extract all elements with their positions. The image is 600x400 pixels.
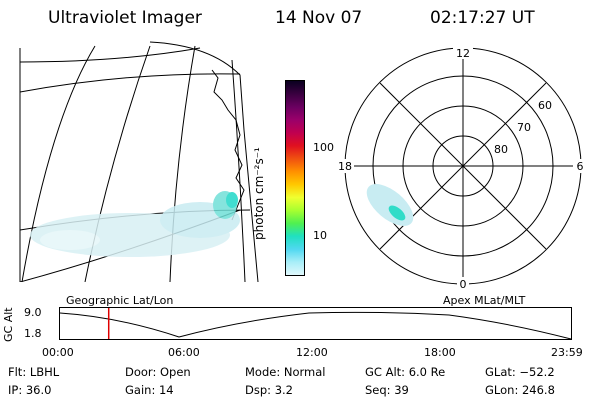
colorbar-tick-100: 100 (313, 141, 334, 154)
polar-plot: 12 18 6 0 60 70 80 (336, 45, 587, 291)
info-door: Door: Open (125, 365, 191, 379)
app-title: Ultraviolet Imager (48, 8, 202, 28)
info-gain: Gain: 14 (125, 383, 174, 397)
mlt-label-18: 18 (338, 160, 352, 173)
mlt-label-0: 0 (460, 278, 467, 291)
timeline-plot (59, 307, 572, 340)
info-dsp: Dsp: 3.2 (245, 383, 293, 397)
colorbar-unit-label: photon cm⁻²s⁻¹ (252, 147, 266, 240)
lon-line (21, 45, 96, 282)
mlat-label-80: 80 (494, 143, 508, 156)
geo-panel-label: Geographic Lat/Lon (66, 294, 174, 307)
info-gc-alt: GC Alt: 6.0 Re (365, 365, 446, 379)
mlat-label-70: 70 (517, 121, 531, 134)
lat-line (20, 73, 241, 93)
info-glon: GLon: 246.8 (485, 383, 555, 397)
mlat-label-60: 60 (538, 99, 552, 112)
lon-line (231, 59, 246, 282)
timeline-xtick-0000: 00:00 (42, 346, 74, 359)
colorbar-tick-10: 10 (313, 229, 327, 242)
timeline-axis-label: GC Alt (2, 307, 15, 342)
aurora-emission (30, 191, 240, 257)
header-time: 02:17:27 UT (430, 8, 535, 28)
lat-line (20, 47, 201, 63)
polar-panel-label: Apex MLat/MLT (443, 294, 526, 307)
timeline-frame (59, 307, 572, 340)
info-mode: Mode: Normal (245, 365, 326, 379)
timeline-xtick-2359: 23:59 (551, 346, 583, 359)
coastline (211, 69, 245, 221)
timeline-xtick-0600: 06:00 (168, 346, 200, 359)
colorbar (285, 80, 305, 276)
info-glat: GLat: −52.2 (485, 365, 555, 379)
altitude-curve (59, 311, 572, 340)
timeline-ytick-9: 9.0 (24, 306, 42, 319)
mlt-label-12: 12 (456, 47, 470, 60)
timeline-ytick-1-8: 1.8 (24, 327, 42, 340)
header-date: 14 Nov 07 (275, 8, 363, 28)
info-flt: Flt: LBHL (8, 365, 60, 379)
info-seq: Seq: 39 (365, 383, 409, 397)
timeline-xtick-1800: 18:00 (424, 346, 456, 359)
mlt-label-6: 6 (577, 160, 584, 173)
map-border (149, 41, 259, 283)
timeline-xtick-1200: 12:00 (296, 346, 328, 359)
info-ip: IP: 36.0 (8, 383, 52, 397)
polar-aurora (366, 184, 414, 226)
